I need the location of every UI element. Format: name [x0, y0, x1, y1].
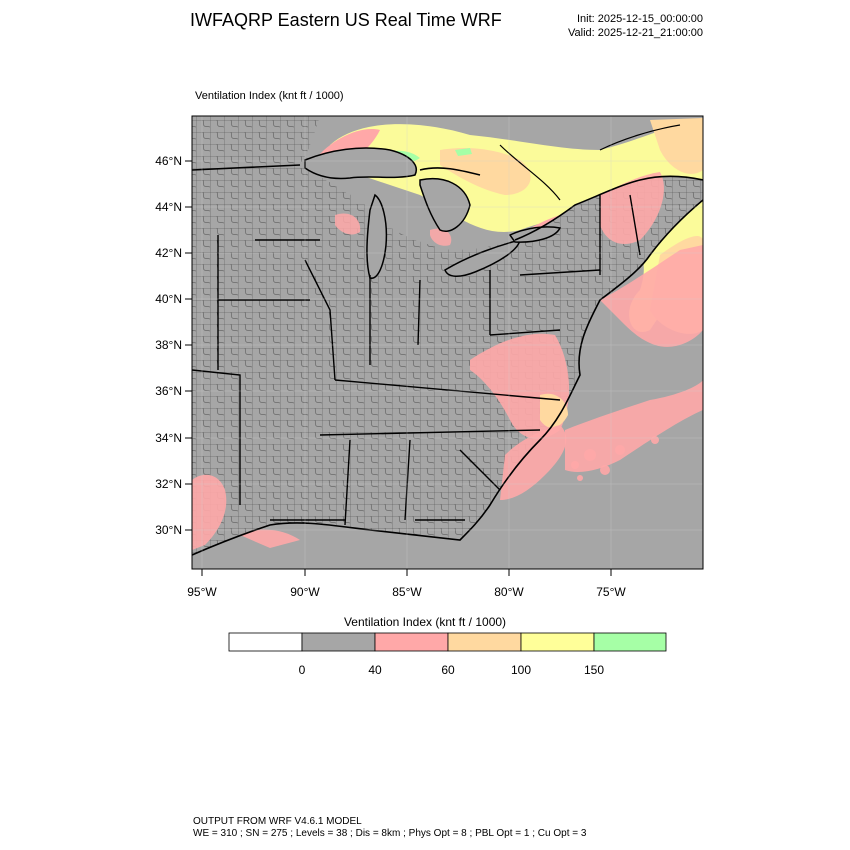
lat-label-46: 46°N	[155, 154, 182, 168]
lat-label-40: 40°N	[155, 292, 182, 306]
legend-labels: 0 40 60 100 150	[299, 663, 605, 677]
lon-label-95: 95°W	[187, 585, 217, 599]
legend-box-1	[301, 632, 376, 652]
lake-michigan	[366, 193, 388, 279]
state-borders	[192, 194, 641, 526]
vi-pink-atlantic	[600, 245, 703, 347]
lat-labels: 46°N 44°N 42°N 40°N 38°N 36°N 34°N 32°N …	[155, 154, 182, 537]
map-title: IWFAQRP Eastern US Real Time WRF	[190, 10, 502, 30]
legend-bar	[228, 632, 667, 652]
vi-pink-coast-se	[500, 425, 567, 500]
lat-label-34: 34°N	[155, 431, 182, 445]
lat-label-42: 42°N	[155, 246, 182, 260]
vi-orange-nc	[540, 393, 568, 428]
legend-label-60: 60	[441, 663, 455, 677]
map-frame	[191, 115, 704, 570]
map-area	[192, 116, 703, 569]
lat-label-44: 44°N	[155, 200, 182, 214]
lon-label-80: 80°W	[494, 585, 524, 599]
footer-model: OUTPUT FROM WRF V4.6.1 MODEL	[193, 816, 362, 827]
lat-label-32: 32°N	[155, 477, 182, 491]
lon-ticks	[201, 569, 612, 576]
field-label: Ventilation Index (knt ft / 1000)	[195, 90, 344, 102]
lon-labels: 95°W 90°W 85°W 80°W 75°W	[187, 585, 626, 599]
legend-label-150: 150	[584, 663, 604, 677]
init-time: Init: 2025-12-15_00:00:00	[577, 13, 703, 25]
legend-box-2	[374, 632, 449, 652]
footer-config: WE = 310 ; SN = 275 ; Levels = 38 ; Dis …	[193, 828, 587, 839]
vi-pink-gulf	[192, 474, 300, 550]
legend-box-0	[228, 632, 303, 652]
legend-box-4	[520, 632, 595, 652]
lon-label-75: 75°W	[596, 585, 626, 599]
vi-yellow-canada	[330, 118, 703, 332]
lake-huron	[419, 178, 471, 232]
lat-label-30: 30°N	[155, 523, 182, 537]
legend-label-100: 100	[511, 663, 531, 677]
vi-pink-atlantic-south	[565, 380, 703, 472]
canada-border	[192, 164, 703, 241]
lon-label-90: 90°W	[290, 585, 320, 599]
legend-box-5	[593, 632, 667, 652]
coastline	[192, 199, 703, 556]
lake-erie	[444, 238, 521, 277]
lat-label-38: 38°N	[155, 338, 182, 352]
lake-ontario	[508, 226, 562, 243]
lake-superior	[304, 147, 417, 180]
valid-time: Valid: 2025-12-21_21:00:00	[568, 27, 703, 39]
county-lines-north	[192, 116, 320, 170]
county-lines	[192, 165, 703, 555]
legend-label-0: 0	[299, 663, 306, 677]
legend-box-3	[447, 632, 522, 652]
vi-pink-mich	[335, 213, 452, 246]
lat-label-36: 36°N	[155, 384, 182, 398]
canada-provinces	[499, 124, 681, 201]
vi-orange-canada	[440, 148, 531, 195]
lon-label-85: 85°W	[392, 585, 422, 599]
lat-ticks	[185, 160, 192, 531]
legend-label-40: 40	[368, 663, 382, 677]
graticule	[192, 116, 703, 569]
legend-title: Ventilation Index (knt ft / 1000)	[343, 615, 507, 629]
vi-pink-canada	[315, 129, 600, 245]
